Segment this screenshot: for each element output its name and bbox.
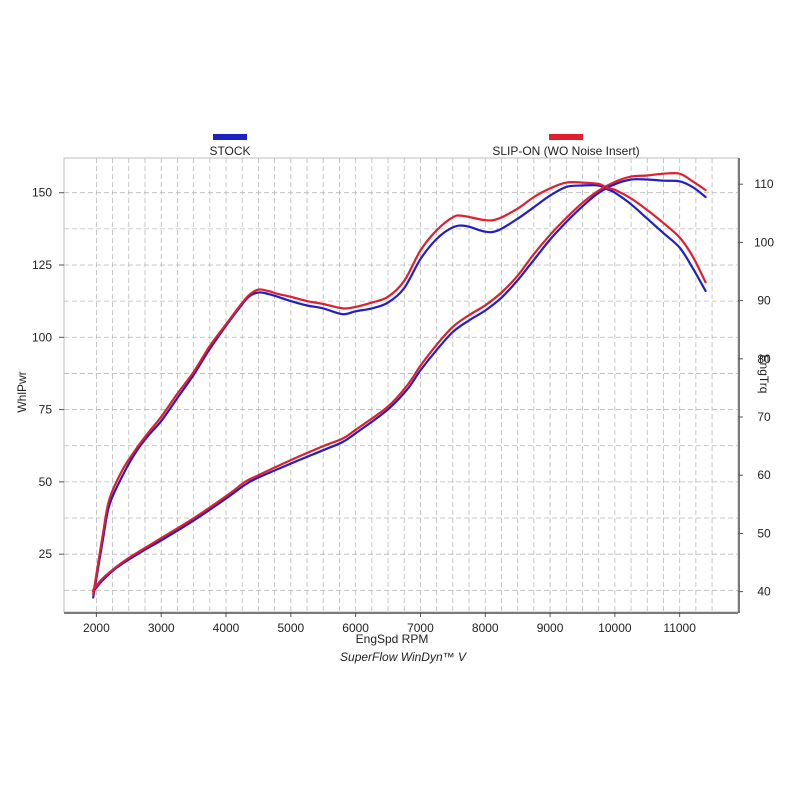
legend-label-stock: STOCK [209,144,250,158]
y-right-tick-label: 60 [757,468,771,482]
y-right-tick-label: 110 [754,177,773,191]
x-axis-ticks: 2000 3000 4000 5000 6000 7000 8000 9000 10000 110… [83,612,696,635]
plot-frame [63,157,740,614]
x-tick-label: 6000 [342,621,369,635]
x-tick-label: 2000 [83,621,110,635]
x-tick-label: 5000 [277,621,304,635]
x-tick-label: 7000 [407,621,434,635]
slip-on-torque-line [92,171,707,591]
x-axis-label: EngSpd RPM [356,632,429,646]
y-left-tick-label: 25 [39,547,53,561]
legend-swatch-slip-on [549,134,583,140]
y-right-tick-label: 40 [757,585,771,599]
stock-power-line [92,183,707,599]
legend: STOCK SLIP-ON (WO Noise Insert) [209,134,640,158]
x-tick-label: 4000 [213,621,240,635]
y-left-tick-label: 150 [32,186,52,200]
x-tick-label: 11000 [663,621,696,635]
y-left-tick-label: 50 [39,475,53,489]
legend-label-slip-on: SLIP-ON (WO Noise Insert) [492,144,639,158]
y-left-axis-label: WhlPwr [15,371,29,412]
x-tick-label: 9000 [537,621,564,635]
stock-torque-line [92,178,707,593]
left-axis-ticks: 25 50 75 100 125 150 [32,186,64,561]
y-left-tick-label: 100 [32,330,52,344]
series-lines [92,171,707,599]
y-right-tick-label: 80 [757,352,771,366]
legend-swatch-stock [213,134,247,140]
y-left-tick-label: 75 [39,403,53,417]
y-right-tick-label: 100 [754,235,774,249]
grid [64,158,738,612]
x-tick-label: 10000 [598,621,632,635]
x-tick-label: 8000 [472,621,499,635]
y-right-tick-label: 70 [757,410,771,424]
slip-on-power-line [92,180,707,596]
right-axis-ticks: 40 50 60 70 80 90 100 110 [738,177,774,599]
y-right-axis-label: EngTrq [757,355,771,394]
footer-text: SuperFlow WinDyn™ V [340,650,467,664]
x-tick-label: 3000 [148,621,175,635]
plot-area [63,157,739,613]
y-right-tick-label: 50 [757,526,771,540]
y-right-tick-label: 90 [757,294,771,308]
y-left-tick-label: 125 [32,258,52,272]
